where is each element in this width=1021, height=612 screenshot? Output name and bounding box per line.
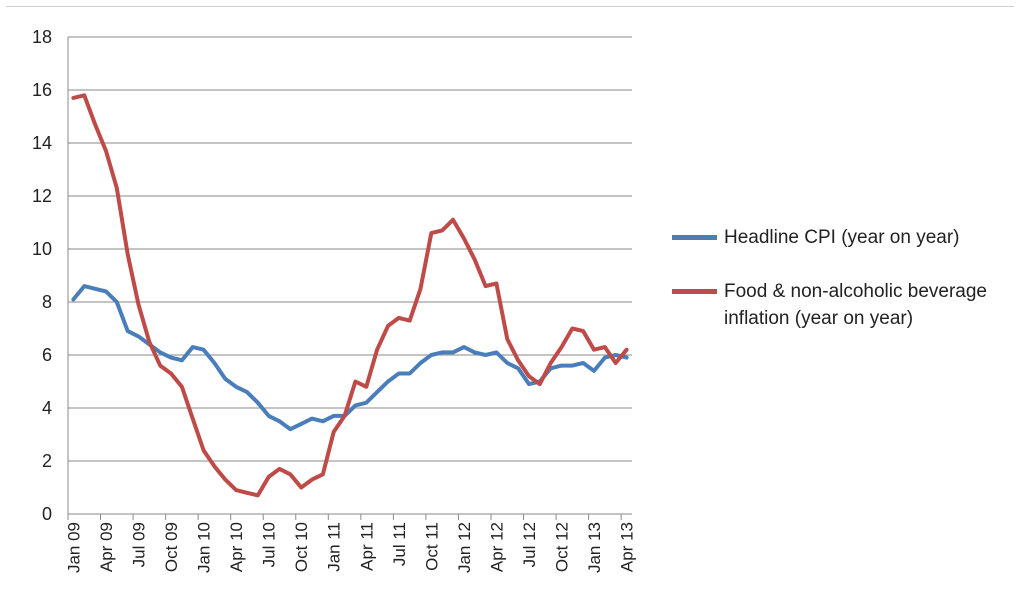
- x-tick-label-jan-10: Jan 10: [195, 522, 214, 573]
- x-tick-label-apr-10: Apr 10: [227, 522, 246, 572]
- x-tick-label-apr-09: Apr 09: [97, 522, 116, 572]
- legend-swatch-food-inflation: [672, 289, 717, 294]
- y-tick-label-6: 6: [42, 345, 52, 365]
- x-tick-label-jan-12: Jan 12: [455, 522, 474, 573]
- x-tick-label-jul-09: Jul 09: [130, 522, 149, 567]
- x-tick-label-jul-10: Jul 10: [260, 522, 279, 567]
- x-tick-label-oct-10: Oct 10: [292, 522, 311, 572]
- legend-label-food-inflation: Food & non-alcoholic beverage inflation …: [724, 281, 988, 329]
- chart-frame: [6, 6, 1014, 606]
- y-tick-label-16: 16: [32, 80, 52, 100]
- legend-item-headline-cpi: Headline CPI (year on year): [672, 224, 1017, 251]
- y-tick-label-14: 14: [32, 133, 52, 153]
- chart-legend: Headline CPI (year on year) Food & non-a…: [672, 224, 1017, 359]
- x-tick-label-jan-11: Jan 11: [325, 522, 344, 572]
- x-tick-label-jul-11: Jul 11: [390, 522, 409, 566]
- y-axis-ticks: 0 2 4 6 8 10 12 14 16 18: [32, 27, 52, 524]
- legend-item-food-inflation: Food & non-alcoholic beverage inflation …: [672, 278, 1017, 332]
- legend-label-headline-cpi: Headline CPI (year on year): [724, 227, 960, 248]
- x-tick-label-apr-11: Apr 11: [357, 522, 376, 571]
- legend-swatch-headline-cpi: [672, 235, 717, 240]
- x-axis-ticks: Jan 09 Apr 09 Jul 09 Oct 09 Jan 10 Apr 10 Jul …: [64, 522, 636, 573]
- y-tick-label-4: 4: [42, 398, 52, 418]
- y-tick-label-0: 0: [42, 504, 52, 524]
- x-tick-label-oct-09: Oct 09: [162, 522, 181, 572]
- x-tick-label-jan-09: Jan 09: [64, 522, 83, 573]
- gridlines: [68, 36, 632, 462]
- x-tick-label-apr-12: Apr 12: [487, 522, 506, 572]
- axes: [67, 37, 632, 520]
- x-tick-label-jul-12: Jul 12: [520, 522, 539, 567]
- y-tick-label-10: 10: [32, 239, 52, 259]
- x-tick-label-apr-13: Apr 13: [618, 522, 637, 572]
- y-tick-label-8: 8: [42, 292, 52, 312]
- x-tick-label-oct-11: Oct 11: [422, 522, 441, 571]
- series-line-0: [71, 284, 629, 432]
- y-tick-label-18: 18: [32, 27, 52, 47]
- y-tick-label-2: 2: [42, 451, 52, 471]
- series-lines: [71, 93, 629, 498]
- series-line-1: [71, 93, 629, 498]
- x-tick-label-oct-12: Oct 12: [553, 522, 572, 572]
- y-tick-label-12: 12: [32, 186, 52, 206]
- x-tick-label-jan-13: Jan 13: [585, 522, 604, 573]
